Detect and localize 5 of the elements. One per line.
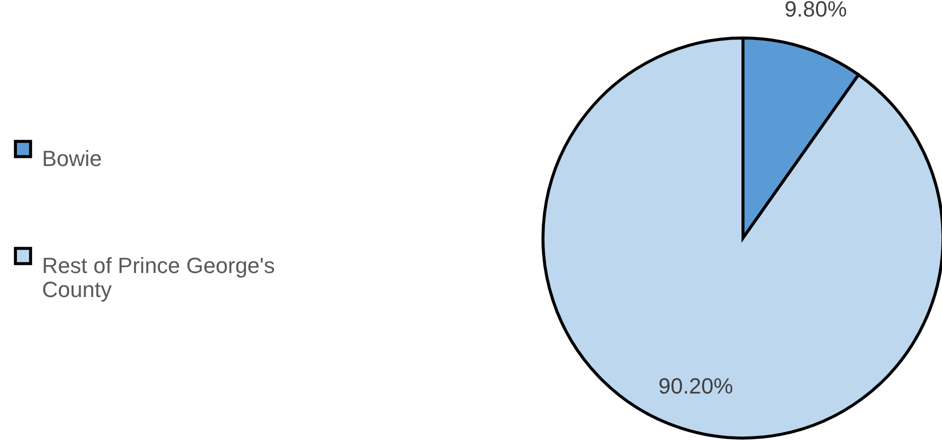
data-label: 90.20% [658,374,734,399]
data-label: 9.80% [784,0,847,22]
pie-slice [542,36,942,440]
legend-label: Rest of Prince George's County [42,253,275,302]
legend-label: Bowie [42,146,102,171]
